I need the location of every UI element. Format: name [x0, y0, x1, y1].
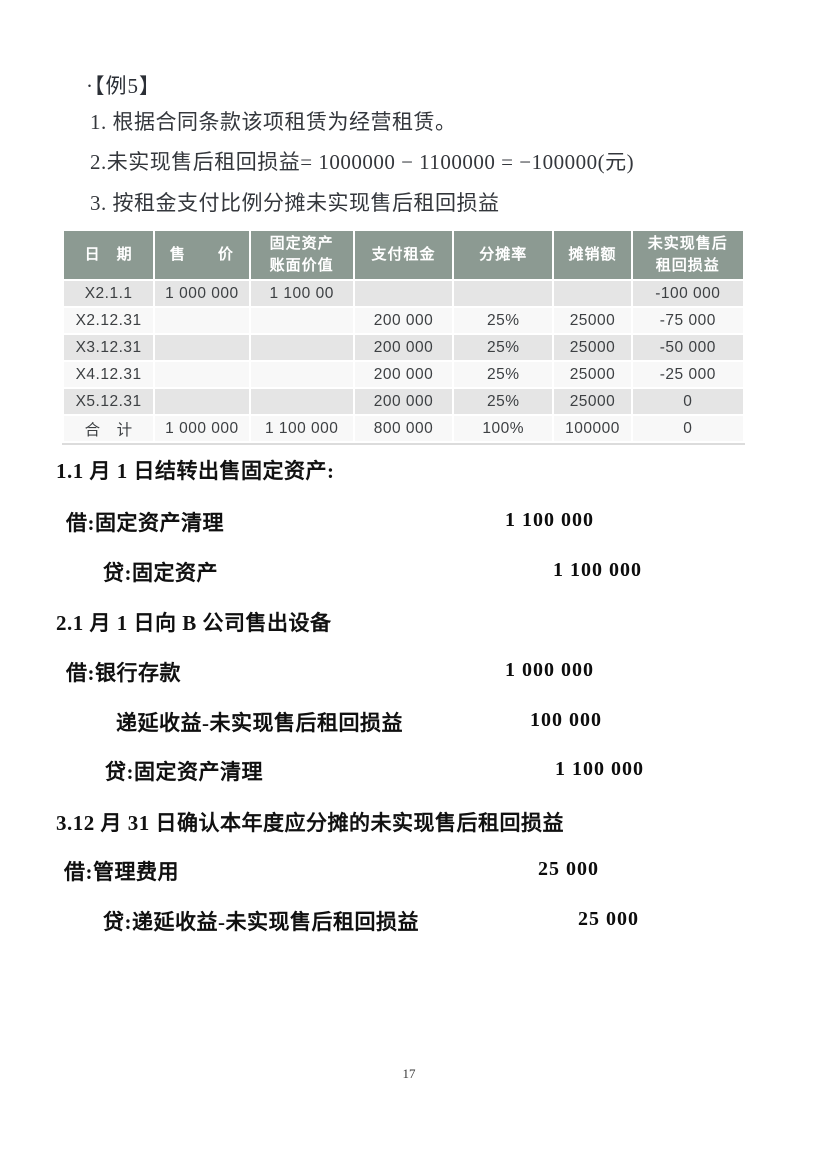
entry-2-deferred-amount: 100 000 [530, 709, 602, 731]
entry-1-debit-amount: 1 100 000 [505, 509, 594, 531]
entry-2-deferred-label: 递延收益-未实现售后租回损益 [116, 711, 403, 735]
header-sale-price: 售 价 [155, 231, 249, 279]
intro-line-1: 1. 根据合同条款该项租赁为经营租赁。 [90, 110, 457, 134]
table-cell: 25% [454, 389, 553, 414]
table-cell: 25% [454, 308, 553, 333]
table-row: X2.12.31 200 000 25% 25000 -75 000 [64, 308, 743, 333]
entry-2-credit-label: 贷:固定资产清理 [105, 760, 263, 784]
intro-line-2: 2.未实现售后租回损益= 1000000 − 1100000 = −100000… [90, 150, 635, 174]
header-date: 日 期 [64, 231, 154, 279]
table-row: X3.12.31 200 000 25% 25000 -50 000 [64, 335, 743, 360]
table-cell: -75 000 [632, 308, 743, 333]
table-cell [250, 308, 353, 333]
table-cell: 200 000 [354, 389, 453, 414]
table-cell: -50 000 [632, 335, 743, 360]
entry-3-debit-label: 借:管理费用 [64, 860, 179, 884]
table-cell: -100 000 [632, 281, 743, 306]
entry-2-credit-amount: 1 100 000 [555, 758, 644, 780]
entry-1-credit-amount: 1 100 000 [553, 559, 642, 581]
table-row: X4.12.31 200 000 25% 25000 -25 000 [64, 362, 743, 387]
table-cell [250, 362, 353, 387]
table-header-row: 日 期 售 价 固定资产 账面价值 支付租金 分摊率 摊销额 未实现售后 租回损… [64, 231, 743, 279]
header-allocation-rate: 分摊率 [454, 231, 553, 279]
header-amortization: 摊销额 [554, 231, 631, 279]
table-cell: 200 000 [354, 335, 453, 360]
table-cell: 1 000 000 [155, 281, 249, 306]
entry-3-credit-amount: 25 000 [578, 908, 639, 930]
table-cell: X3.12.31 [64, 335, 154, 360]
table-cell: X4.12.31 [64, 362, 154, 387]
table-cell: 100% [454, 416, 553, 441]
table-cell: 25% [454, 335, 553, 360]
table-cell [155, 389, 249, 414]
entry-1-credit-label: 贷:固定资产 [103, 561, 218, 585]
header-unrealized-gain: 未实现售后 租回损益 [632, 231, 743, 279]
table-cell: 25000 [554, 389, 631, 414]
table-cell: 1 100 000 [250, 416, 353, 441]
table-row: X2.1.1 1 000 000 1 100 00 -100 000 [64, 281, 743, 306]
table-cell: 200 000 [354, 362, 453, 387]
table-cell: 100000 [554, 416, 631, 441]
table-cell: 25000 [554, 362, 631, 387]
table-row-total: 合 计 1 000 000 1 100 000 800 000 100% 100… [64, 416, 743, 441]
table-cell [554, 281, 631, 306]
header-rent-paid: 支付租金 [354, 231, 453, 279]
table-cell: 800 000 [354, 416, 453, 441]
entry-2-debit-label: 借:银行存款 [66, 661, 181, 685]
table-cell [250, 335, 353, 360]
amortization-table: 日 期 售 价 固定资产 账面价值 支付租金 分摊率 摊销额 未实现售后 租回损… [62, 229, 745, 445]
table-cell [250, 389, 353, 414]
example-title: ·【例5】 [86, 74, 161, 98]
table-cell: 25000 [554, 335, 631, 360]
table-cell [454, 281, 553, 306]
page-number: 17 [402, 1066, 416, 1081]
table-cell: 25% [454, 362, 553, 387]
entry-1-heading: 1.1 月 1 日结转出售固定资产: [56, 459, 335, 483]
table-cell: X2.12.31 [64, 308, 154, 333]
table-cell: 1 100 00 [250, 281, 353, 306]
entry-3-heading: 3.12 月 31 日确认本年度应分摊的未实现售后租回损益 [56, 811, 564, 835]
table-cell: 200 000 [354, 308, 453, 333]
table-cell: X2.1.1 [64, 281, 154, 306]
table-cell: 0 [632, 416, 743, 441]
table-cell: -25 000 [632, 362, 743, 387]
intro-line-3: 3. 按租金支付比例分摊未实现售后租回损益 [90, 191, 500, 215]
entry-3-debit-amount: 25 000 [538, 858, 599, 880]
table-row: X5.12.31 200 000 25% 25000 0 [64, 389, 743, 414]
table-cell [155, 308, 249, 333]
entry-2-heading: 2.1 月 1 日向 B 公司售出设备 [56, 611, 332, 635]
table-cell: 25000 [554, 308, 631, 333]
entry-2-debit-amount: 1 000 000 [505, 659, 594, 681]
table-cell: 1 000 000 [155, 416, 249, 441]
header-book-value: 固定资产 账面价值 [250, 231, 353, 279]
table-cell: 0 [632, 389, 743, 414]
entry-1-debit-label: 借:固定资产清理 [66, 511, 224, 535]
entry-3-credit-label: 贷:递延收益-未实现售后租回损益 [103, 910, 419, 934]
table-cell [354, 281, 453, 306]
table-cell [155, 335, 249, 360]
table-cell: 合 计 [64, 416, 154, 441]
table-cell [155, 362, 249, 387]
table-cell: X5.12.31 [64, 389, 154, 414]
